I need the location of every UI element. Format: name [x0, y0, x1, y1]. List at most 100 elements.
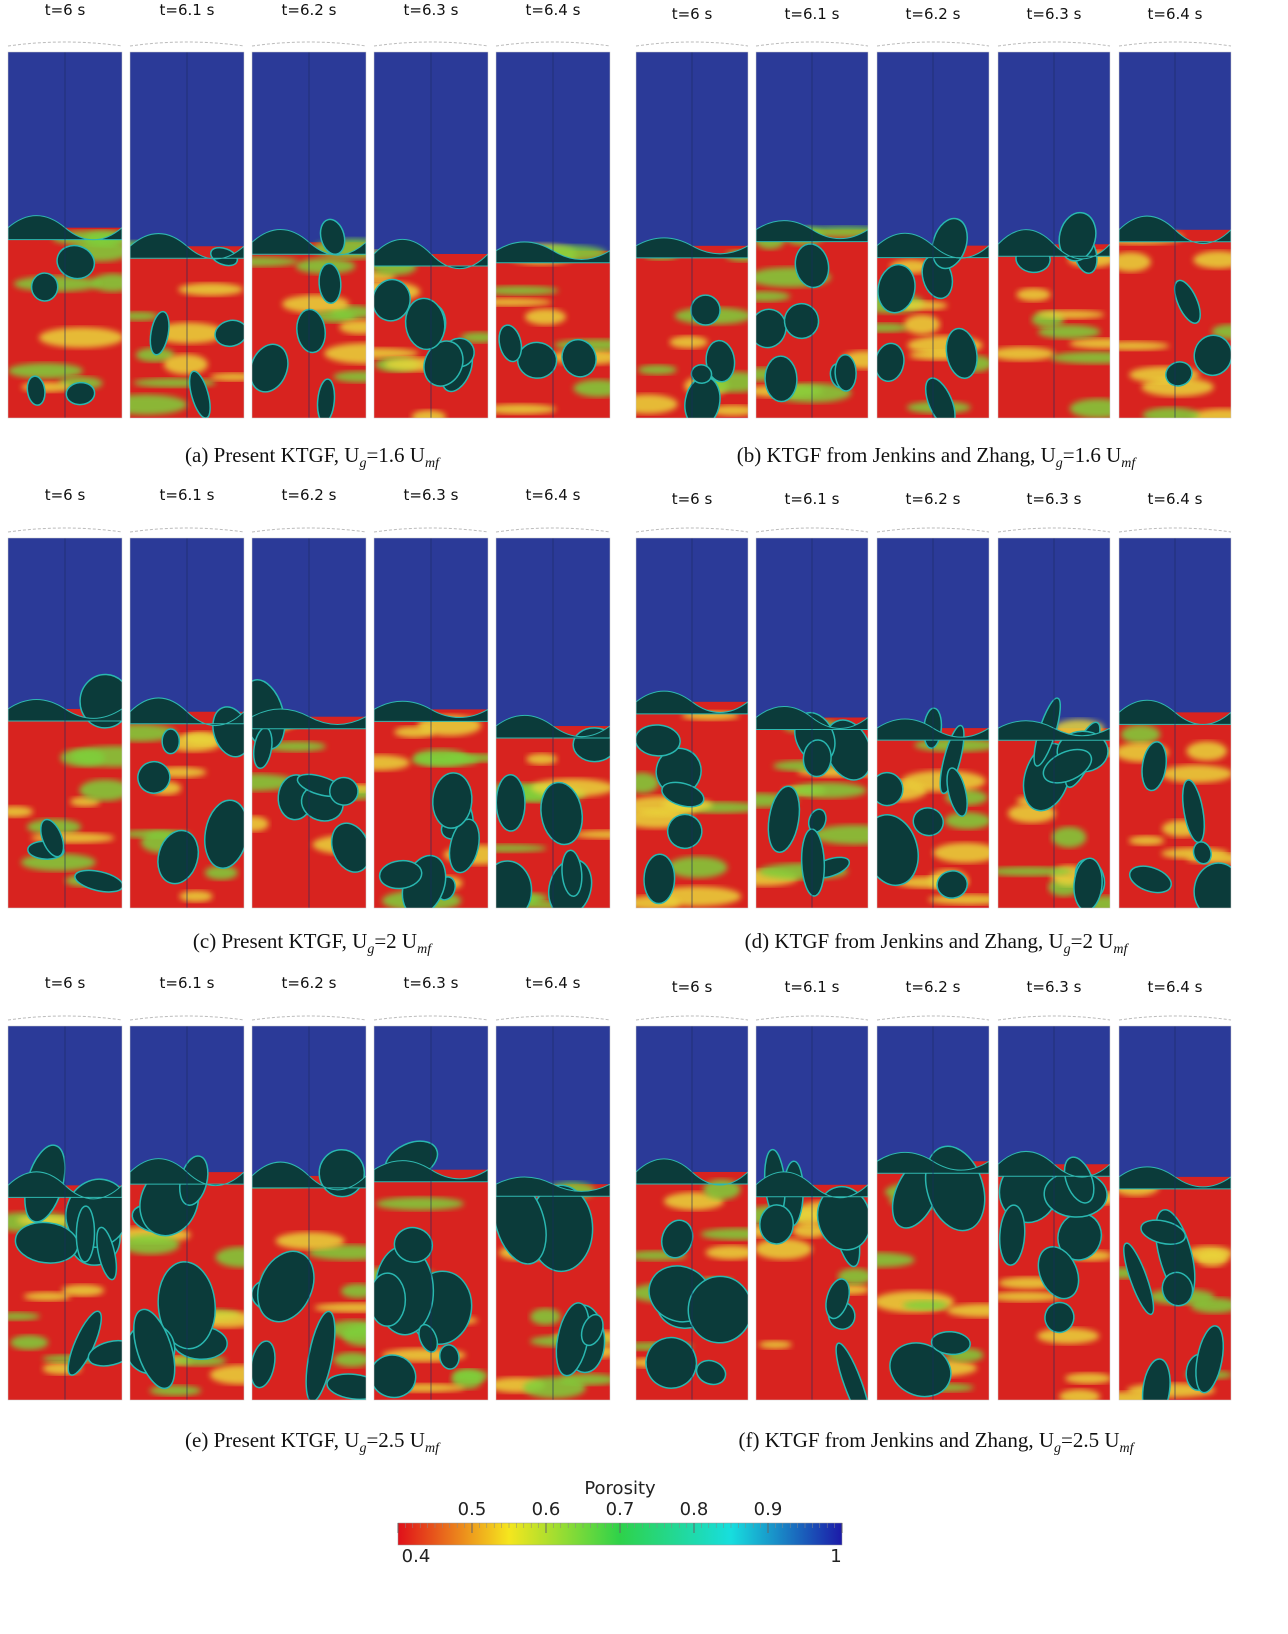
- void-band: [414, 749, 468, 766]
- void-band: [79, 779, 131, 801]
- snapshot: [990, 42, 1138, 418]
- time-label: t=6.2 s: [282, 486, 337, 504]
- time-label: t=6.4 s: [1148, 5, 1203, 23]
- void-band: [341, 1284, 375, 1299]
- caption-part: =2 U: [374, 929, 417, 953]
- column-outline: [756, 1016, 868, 1020]
- time-label: t=6.4 s: [1148, 978, 1203, 996]
- colorbar-tick-label: 0.6: [532, 1499, 561, 1520]
- void-band: [1186, 741, 1227, 760]
- void-band: [1016, 288, 1050, 301]
- colorbar-tick-label: 0.9: [754, 1499, 783, 1520]
- snapshot: [615, 1016, 776, 1400]
- snapshot-field: [989, 1026, 1132, 1404]
- snapshot-field: [986, 538, 1125, 913]
- snapshot: [8, 42, 134, 418]
- figure: t=6 s t=6.1 s t=6.2 s t=6.3 s t=6.4 s (a) Pre…: [0, 0, 1288, 1634]
- caption-part: mf: [425, 456, 441, 471]
- void-band: [210, 373, 257, 381]
- caption: (a) Present KTGF, Ug=1.6 Umf: [185, 443, 441, 471]
- caption-part: (d) KTGF from Jenkins and Zhang, U: [745, 929, 1064, 953]
- void-band: [24, 1292, 71, 1301]
- column-outline: [998, 42, 1110, 46]
- caption: (f) KTGF from Jenkins and Zhang, Ug=2.5 …: [738, 1428, 1135, 1456]
- void-band: [1037, 1328, 1099, 1344]
- time-label: t=6.4 s: [1148, 490, 1203, 508]
- snapshot: [736, 42, 890, 418]
- snapshot: [856, 42, 992, 431]
- void-band: [8, 363, 83, 379]
- void-band: [276, 1232, 345, 1250]
- void-band: [333, 1352, 371, 1367]
- time-label: t=6.4 s: [526, 486, 581, 504]
- bubble: [318, 1149, 365, 1197]
- void-band: [574, 830, 642, 838]
- bubble: [764, 356, 797, 402]
- snapshot-field: [0, 1026, 138, 1400]
- time-label: t=6.4 s: [526, 1, 581, 19]
- void-band: [376, 1197, 464, 1210]
- void-band: [1052, 827, 1087, 848]
- void-band: [625, 773, 659, 794]
- time-label: t=6 s: [672, 978, 713, 996]
- column-outline: [252, 528, 366, 532]
- time-label: t=6.4 s: [526, 974, 581, 992]
- caption-part: =1.6 U: [1063, 443, 1122, 467]
- colorbar-tick-label: 0.7: [606, 1499, 635, 1520]
- snapshot-field: [223, 1026, 397, 1404]
- void-band: [789, 782, 866, 798]
- time-label: t=6.3 s: [1027, 490, 1082, 508]
- caption-part: =1.6 U: [366, 443, 425, 467]
- snapshot-field: [350, 538, 514, 921]
- void-band: [668, 856, 728, 878]
- void-band: [481, 286, 559, 295]
- caption-part: g: [1056, 456, 1063, 471]
- bubble: [483, 861, 532, 921]
- snapshot-field: [485, 1026, 632, 1400]
- time-label: t=6.2 s: [282, 1, 337, 19]
- void-band: [1037, 310, 1105, 319]
- column-outline: [636, 42, 748, 46]
- caption: (c) Present KTGF, Ug=2 Umf: [193, 929, 433, 957]
- void-band: [1121, 725, 1160, 744]
- snapshot-field: [740, 1026, 878, 1427]
- void-band: [1129, 836, 1165, 846]
- caption-part: g: [359, 456, 366, 471]
- time-label: t=6.1 s: [160, 1, 215, 19]
- caption-part: g: [359, 1441, 366, 1456]
- column-outline: [8, 528, 122, 532]
- column-outline: [636, 1016, 748, 1020]
- caption: (b) KTGF from Jenkins and Zhang, Ug=1.6 …: [737, 443, 1138, 471]
- column-outline: [130, 42, 244, 46]
- void-band: [530, 1308, 561, 1325]
- snapshot-field: [856, 52, 992, 431]
- snapshot: [110, 1016, 270, 1400]
- caption-part: mf: [425, 1441, 441, 1456]
- snapshot: [104, 42, 257, 420]
- void-band: [1196, 1250, 1228, 1267]
- snapshot: [352, 1016, 488, 1403]
- column-outline: [636, 528, 748, 532]
- caption-part: =2.5 U: [366, 1428, 425, 1452]
- void-band: [1190, 409, 1257, 427]
- column-outline: [252, 1016, 366, 1020]
- column-outline: [374, 528, 488, 532]
- snapshot: [618, 42, 770, 430]
- snapshot-field: [110, 1026, 270, 1400]
- snapshot: [1115, 528, 1260, 920]
- snapshot: [223, 1016, 397, 1404]
- page: t=6 s t=6.1 s t=6.2 s t=6.3 s t=6.4 s (a) Pre…: [0, 0, 1288, 1634]
- void-band: [178, 283, 243, 296]
- snapshot-field: [844, 1026, 1017, 1406]
- bubble: [76, 1206, 95, 1262]
- void-band: [945, 812, 991, 829]
- void-band: [1143, 407, 1200, 423]
- caption-part: g: [367, 942, 374, 957]
- column-outline: [998, 1016, 1110, 1020]
- colorbar-title: Porosity: [584, 1478, 656, 1499]
- caption-part: (e) Present KTGF, U: [185, 1428, 359, 1452]
- column-outline: [8, 42, 122, 46]
- column-outline: [877, 528, 989, 532]
- snapshot-field: [468, 538, 642, 921]
- time-label: t=6.3 s: [404, 1, 459, 19]
